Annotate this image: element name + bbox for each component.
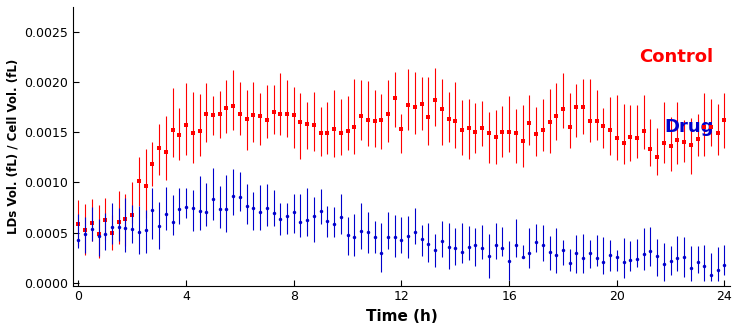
- Text: Control: Control: [639, 48, 713, 66]
- Y-axis label: LDs Vol. (fL) / Cell Vol. (fL): LDs Vol. (fL) / Cell Vol. (fL): [7, 59, 20, 234]
- Text: Drug: Drug: [664, 118, 713, 136]
- X-axis label: Time (h): Time (h): [366, 309, 437, 324]
